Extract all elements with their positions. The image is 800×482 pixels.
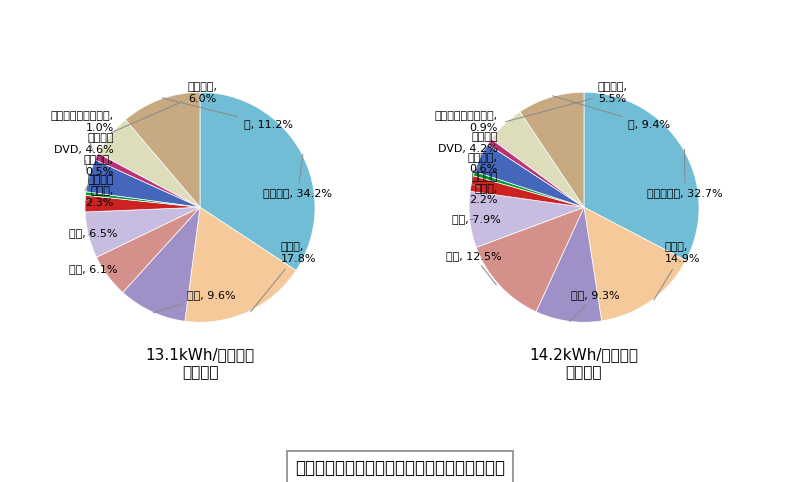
Text: 14.2kWh/世帯・日
（冬季）: 14.2kWh/世帯・日 （冬季）: [530, 348, 638, 380]
Text: 洗濯機・
乾燥機,
2.2%: 洗濯機・ 乾燥機, 2.2%: [470, 172, 498, 205]
Wedge shape: [584, 207, 686, 321]
Text: テレビ・
DVD, 4.2%: テレビ・ DVD, 4.2%: [438, 132, 498, 157]
Text: 温水便座,
0.5%: 温水便座, 0.5%: [84, 155, 114, 191]
Wedge shape: [536, 207, 602, 322]
Text: 給湯, 12.5%: 給湯, 12.5%: [446, 251, 501, 285]
Wedge shape: [86, 192, 200, 207]
Text: テレビ・
DVD, 4.6%: テレビ・ DVD, 4.6%: [54, 133, 114, 172]
Wedge shape: [85, 195, 200, 212]
Text: 炊事, 6.5%: 炊事, 6.5%: [69, 228, 118, 238]
Wedge shape: [584, 92, 699, 261]
Wedge shape: [122, 207, 200, 321]
Wedge shape: [98, 120, 200, 207]
Wedge shape: [491, 112, 584, 207]
Wedge shape: [474, 144, 584, 207]
Wedge shape: [476, 207, 584, 312]
Wedge shape: [95, 153, 200, 207]
Text: 13.1kWh/世帯・日
（夏季）: 13.1kWh/世帯・日 （夏季）: [146, 348, 254, 380]
Text: エアコン, 34.2%: エアコン, 34.2%: [263, 154, 332, 199]
Text: 他, 9.4%: 他, 9.4%: [553, 96, 670, 130]
Wedge shape: [200, 92, 315, 270]
Text: 待機電力,
5.5%: 待機電力, 5.5%: [506, 82, 628, 122]
Text: 冷蔵庫,
17.8%: 冷蔵庫, 17.8%: [250, 242, 316, 312]
Text: 照明, 9.3%: 照明, 9.3%: [570, 290, 620, 321]
Wedge shape: [126, 92, 200, 207]
Wedge shape: [520, 92, 584, 207]
Text: エアコン等, 32.7%: エアコン等, 32.7%: [647, 149, 723, 199]
Wedge shape: [97, 207, 200, 293]
Text: 他, 11.2%: 他, 11.2%: [162, 98, 293, 130]
Text: 洗濯機・
乾燥機,
2.3%: 洗濯機・ 乾燥機, 2.3%: [85, 174, 114, 208]
Text: 待機電力,
6.0%: 待機電力, 6.0%: [111, 82, 218, 133]
Text: 照明, 9.6%: 照明, 9.6%: [154, 290, 236, 313]
Text: 温水便座,
0.6%: 温水便座, 0.6%: [468, 153, 498, 174]
Wedge shape: [488, 139, 584, 207]
Wedge shape: [470, 176, 584, 207]
Wedge shape: [469, 191, 584, 247]
Text: パソコン・ルーター,
0.9%: パソコン・ルーター, 0.9%: [434, 111, 498, 138]
Text: 家庭における家電製品の一日での電力消費割合: 家庭における家電製品の一日での電力消費割合: [295, 459, 505, 477]
Text: 給湯, 6.1%: 給湯, 6.1%: [69, 264, 118, 274]
Text: 炊事, 7.9%: 炊事, 7.9%: [453, 214, 501, 224]
Text: パソコン・ルーター,
1.0%: パソコン・ルーター, 1.0%: [50, 111, 114, 153]
Wedge shape: [185, 207, 296, 322]
Wedge shape: [474, 172, 584, 207]
Wedge shape: [85, 207, 200, 257]
Wedge shape: [86, 160, 200, 207]
Text: 冷蔵庫,
14.9%: 冷蔵庫, 14.9%: [654, 242, 700, 300]
